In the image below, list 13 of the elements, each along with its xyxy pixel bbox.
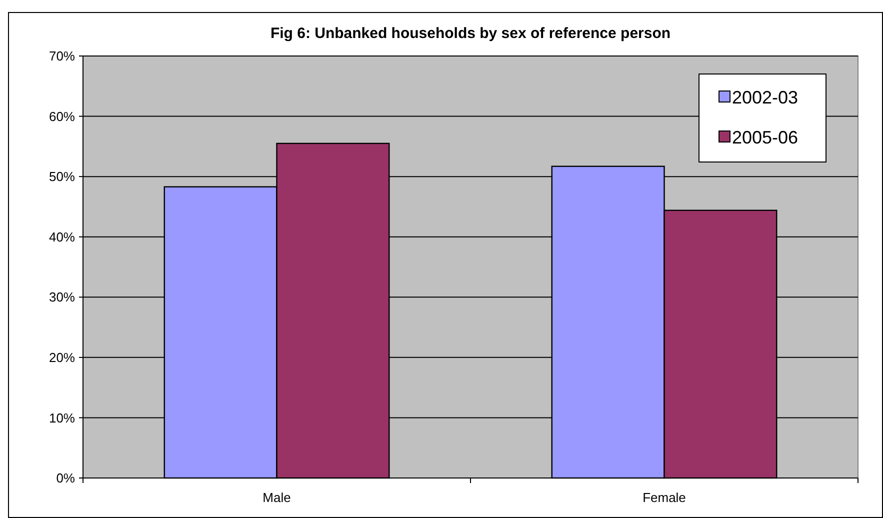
legend-label: 2002-03 [732, 87, 798, 108]
y-tick-label: 70% [48, 48, 76, 64]
y-tick-label: 20% [48, 350, 76, 365]
y-tick-label: 0% [56, 470, 76, 486]
y-tick-label: 60% [48, 108, 76, 124]
y-tick-label: 10% [48, 410, 76, 426]
legend-label: 2005-06 [732, 127, 798, 148]
x-tick-label: Male [262, 490, 291, 505]
chart-title: Fig 6: Unbanked households by sex of reference person [270, 25, 671, 42]
x-tick-label: Female [642, 490, 686, 505]
y-tick-label: 50% [48, 169, 76, 184]
y-tick-label: 30% [48, 290, 76, 305]
y-tick-label: 40% [48, 229, 76, 244]
